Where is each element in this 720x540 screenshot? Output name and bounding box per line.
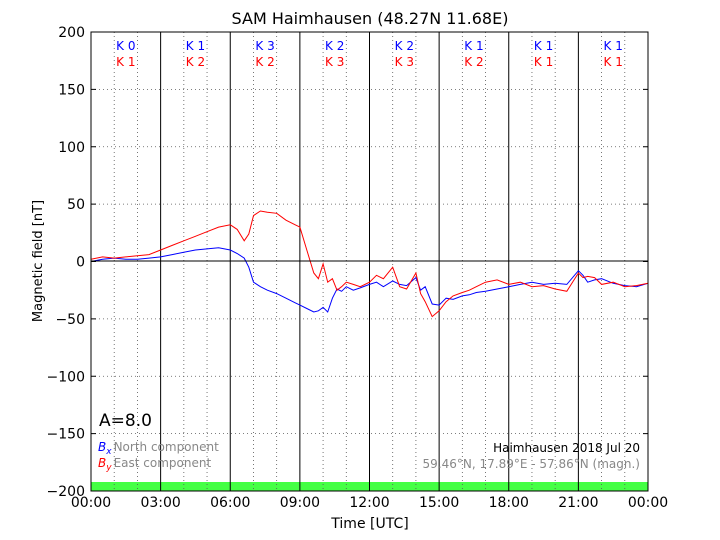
legend-entry-north: Bx North component <box>98 440 219 457</box>
y-tick-label: 50 <box>67 197 85 213</box>
k-index-east: K 3 <box>325 55 344 69</box>
plot-area: K 0 K 1 K 3 K 2 K 2 K 1 K 1 K 1 K 1 K 2 K 2 K 3 K 3 K… <box>90 31 649 492</box>
y-axis: 200 150 100 50 0 −50 −100 −150 −200 <box>47 25 648 500</box>
k-index-east: K 3 <box>395 55 414 69</box>
legend-sub-north: x <box>105 447 112 457</box>
chart-title: SAM Haimhausen (48.27N 11.68E) <box>232 9 509 28</box>
k-index-east: K 2 <box>464 55 483 69</box>
y-tick-label: −50 <box>55 312 85 328</box>
x-tick-label: 12:00 <box>349 495 389 511</box>
k-index-north: K 1 <box>186 39 205 53</box>
y-tick-label: −100 <box>47 369 85 385</box>
x-tick-label: 00:00 <box>628 495 668 511</box>
legend-sub-east: y <box>105 463 112 473</box>
legend-label-east: East component <box>114 456 212 470</box>
k-index-north: K 0 <box>116 39 135 53</box>
k-index-east: K 1 <box>604 55 623 69</box>
a-index: A=8.0 <box>99 411 152 431</box>
station-date: Haimhausen 2018 Jul 20 <box>493 441 640 455</box>
x-tick-label: 15:00 <box>419 495 459 511</box>
x-tick-label: 18:00 <box>489 495 529 511</box>
x-tick-label: 00:00 <box>71 495 111 511</box>
x-tick-label: 06:00 <box>210 495 250 511</box>
north-component-line <box>90 247 649 313</box>
x-axis: 00:00 03:00 06:00 09:00 12:00 15:00 18:00 21:00… <box>71 495 668 511</box>
y-tick-label: 150 <box>58 82 85 98</box>
legend: Bx North component By East component <box>98 440 219 473</box>
legend-label-north: North component <box>114 440 220 454</box>
east-component-line <box>90 210 649 318</box>
k-index-labels: K 0 K 1 K 3 K 2 K 2 K 1 K 1 K 1 K 1 K 2 K 2 K 3 K 3 K… <box>116 39 623 69</box>
k-index-north: K 3 <box>255 39 274 53</box>
legend-symbol-east: B <box>98 456 106 470</box>
k-index-east: K 1 <box>116 55 135 69</box>
y-tick-label: 100 <box>58 140 85 156</box>
k-index-north: K 1 <box>604 39 623 53</box>
k-index-east: K 2 <box>255 55 274 69</box>
y-tick-label: −200 <box>47 484 85 500</box>
legend-symbol-north: B <box>98 440 106 454</box>
x-tick-label: 09:00 <box>280 495 320 511</box>
k-index-east: K 2 <box>186 55 205 69</box>
series-lines <box>90 210 649 318</box>
legend-entry-east: By East component <box>98 456 211 473</box>
y-tick-label: −150 <box>47 427 85 443</box>
x-axis-label: Time [UTC] <box>330 516 408 532</box>
k-index-north: K 2 <box>395 39 414 53</box>
y-tick-label: 200 <box>58 25 85 41</box>
station-coords: 59.46°N, 17.89°E - 57.86°N (magn.) <box>423 457 640 471</box>
k-index-north: K 2 <box>325 39 344 53</box>
k-index-north: K 1 <box>534 39 553 53</box>
k-index-east: K 1 <box>534 55 553 69</box>
grid <box>91 32 648 491</box>
y-axis-label: Magnetic field [nT] <box>31 200 46 322</box>
y-tick-label: 0 <box>76 255 85 271</box>
x-tick-label: 03:00 <box>140 495 180 511</box>
x-tick-label: 21:00 <box>558 495 598 511</box>
k-index-north: K 1 <box>464 39 483 53</box>
